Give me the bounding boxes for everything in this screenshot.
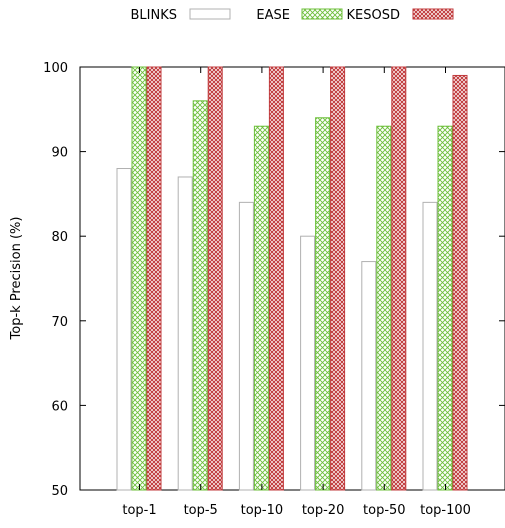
legend-label-blinks: BLINKS	[131, 8, 178, 23]
legend-swatch-blinks	[189, 8, 231, 20]
y-axis-ticks: 50 60 70 80 90 100	[43, 61, 505, 499]
bar-ease-top-5	[192, 100, 208, 491]
legend-label-ease: EASE	[256, 8, 290, 23]
bars-group	[116, 66, 468, 491]
x-tick-label: top-10	[241, 503, 284, 518]
x-tick-label: top-50	[363, 503, 406, 518]
bar-ease-top-1	[131, 66, 147, 491]
y-tick-label: 100	[43, 61, 68, 76]
x-tick-label: top-1	[122, 503, 156, 518]
bar-kesosd-top-20	[330, 66, 346, 491]
bar-blinks-top-5	[177, 176, 193, 491]
y-tick-label: 50	[51, 484, 68, 499]
bar-blinks-top-10	[238, 201, 254, 491]
y-tick-label: 90	[51, 146, 68, 161]
y-axis-title: Top-k Precision (%)	[9, 217, 24, 341]
bar-kesosd-top-10	[268, 66, 284, 491]
y-tick-label: 60	[51, 399, 68, 414]
legend: BLINKS EASE KESOSD	[131, 8, 454, 23]
bar-kesosd-top-1	[146, 66, 162, 491]
bar-blinks-top-100	[422, 201, 438, 491]
bar-ease-top-20	[315, 117, 331, 491]
legend-swatch-ease	[301, 8, 343, 20]
x-axis-labels: top-1 top-5 top-10 top-20 top-50 top-100	[122, 503, 471, 518]
y-tick-label: 70	[51, 315, 68, 330]
x-tick-label: top-100	[420, 503, 471, 518]
bar-kesosd-top-50	[391, 66, 407, 491]
legend-swatch-kesosd	[412, 8, 454, 20]
legend-label-kesosd: KESOSD	[347, 8, 401, 23]
bar-blinks-top-1	[116, 168, 132, 491]
x-tick-label: top-5	[184, 503, 218, 518]
bar-ease-top-50	[376, 125, 392, 491]
plot-area-frame	[79, 66, 505, 491]
y-tick-label: 80	[51, 230, 68, 245]
bar-kesosd-top-100	[452, 74, 468, 491]
bar-ease-top-100	[437, 125, 453, 491]
bar-kesosd-top-5	[207, 66, 223, 491]
x-tick-label: top-20	[302, 503, 345, 518]
bar-blinks-top-20	[300, 235, 316, 491]
bar-blinks-top-50	[361, 261, 377, 491]
bar-ease-top-10	[253, 125, 269, 491]
